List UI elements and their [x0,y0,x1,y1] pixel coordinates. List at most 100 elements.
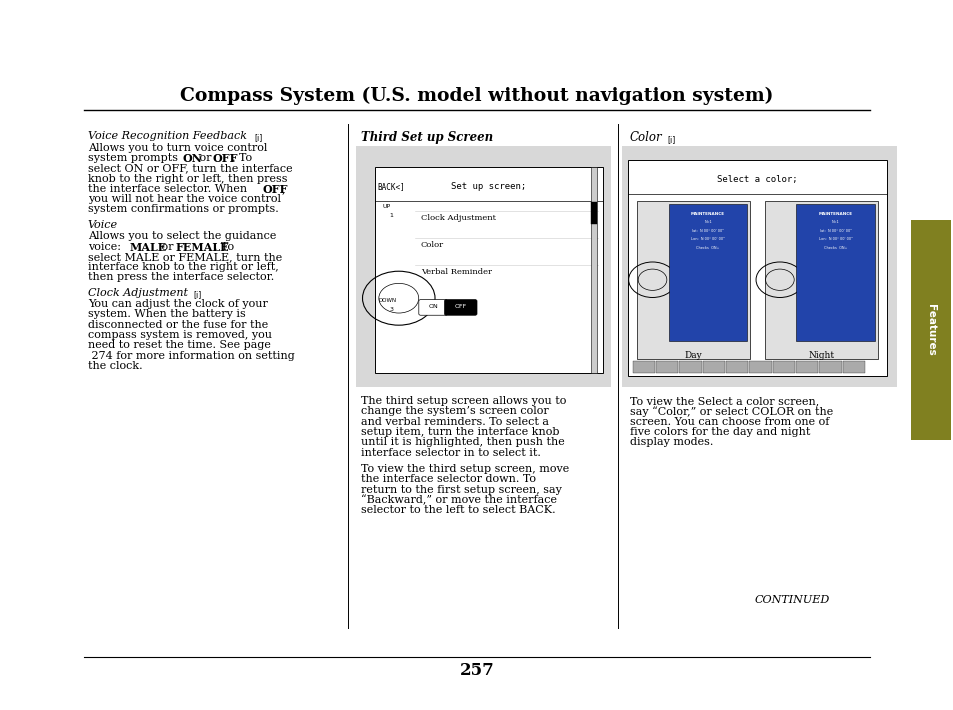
Text: need to reset the time. See page: need to reset the time. See page [88,340,271,350]
Text: return to the first setup screen, say: return to the first setup screen, say [360,485,561,495]
FancyBboxPatch shape [591,167,597,373]
FancyBboxPatch shape [748,361,771,373]
Text: UP: UP [382,204,391,209]
Text: 3: 3 [389,307,393,312]
Text: disconnected or the fuse for the: disconnected or the fuse for the [88,320,268,329]
Text: To view the third setup screen, move: To view the third setup screen, move [360,464,568,474]
Text: the interface selector down. To: the interface selector down. To [360,474,535,484]
Text: select MALE or FEMALE, turn the: select MALE or FEMALE, turn the [88,252,282,262]
Text: Checks  ON↓: Checks ON↓ [822,246,846,250]
Text: voice:: voice: [88,241,124,251]
Text: five colors for the day and night: five colors for the day and night [629,427,809,437]
Text: 274 for more information on setting: 274 for more information on setting [88,351,294,361]
Text: Clock Adjustment: Clock Adjustment [88,288,188,297]
FancyBboxPatch shape [772,361,794,373]
FancyBboxPatch shape [621,146,896,387]
Text: Lon:  N 00° 00' 00": Lon: N 00° 00' 00" [691,237,724,241]
Text: Day: Day [684,351,702,361]
Text: “Backward,” or move the interface: “Backward,” or move the interface [360,495,556,506]
Text: Third Set up Screen: Third Set up Screen [360,131,492,144]
Text: Verbal Reminder: Verbal Reminder [420,268,491,276]
Text: lat:  N 00° 00' 00": lat: N 00° 00' 00" [819,229,850,233]
Text: [i]: [i] [667,135,676,144]
Text: Voice Recognition Feedback: Voice Recognition Feedback [88,131,247,141]
Text: 1: 1 [389,213,393,218]
Text: or: or [158,241,177,251]
FancyBboxPatch shape [910,220,950,440]
Text: Allows you to turn voice control: Allows you to turn voice control [88,143,267,153]
FancyBboxPatch shape [637,201,749,359]
Text: 257: 257 [459,662,494,679]
Text: and verbal reminders. To select a: and verbal reminders. To select a [360,417,548,427]
Text: setup item, turn the interface knob: setup item, turn the interface knob [360,427,558,437]
FancyBboxPatch shape [795,361,818,373]
FancyBboxPatch shape [655,361,678,373]
Text: MAINTENANCE: MAINTENANCE [818,212,852,216]
Text: then press the interface selector.: then press the interface selector. [88,273,274,283]
Text: screen. You can choose from one of: screen. You can choose from one of [629,417,828,427]
Text: OFF: OFF [455,303,466,309]
Text: lat:  N 00° 00' 00": lat: N 00° 00' 00" [692,229,723,233]
Text: Select a color;: Select a color; [717,175,797,185]
Text: CONTINUED: CONTINUED [754,595,829,605]
Text: system prompts: system prompts [88,153,181,163]
FancyBboxPatch shape [355,146,610,387]
Text: change the system’s screen color: change the system’s screen color [360,406,548,417]
Text: OFF: OFF [262,184,288,195]
FancyBboxPatch shape [819,361,841,373]
FancyBboxPatch shape [444,300,476,315]
Text: N=1: N=1 [831,220,839,224]
FancyBboxPatch shape [418,300,447,315]
Text: ON: ON [182,153,202,164]
Text: The third setup screen allows you to: The third setup screen allows you to [360,396,565,406]
FancyBboxPatch shape [591,202,597,224]
Text: Checks  ON↓: Checks ON↓ [696,246,720,250]
Text: . To: . To [232,153,252,163]
Text: Night: Night [807,351,833,361]
FancyBboxPatch shape [763,201,877,359]
Text: say “Color,” or select COLOR on the: say “Color,” or select COLOR on the [629,406,832,417]
FancyBboxPatch shape [679,361,700,373]
Text: Set up screen;: Set up screen; [451,182,526,192]
Text: To view the Select a color screen,: To view the Select a color screen, [629,396,818,406]
Text: ON: ON [428,303,437,309]
Text: select ON or OFF, turn the interface: select ON or OFF, turn the interface [88,163,292,173]
FancyBboxPatch shape [841,361,864,373]
Text: Voice: Voice [88,220,118,230]
Text: Compass System (U.S. model without navigation system): Compass System (U.S. model without navig… [180,87,773,105]
Text: Lon:  N 00° 00' 00": Lon: N 00° 00' 00" [818,237,851,241]
Text: Clock Adjustment: Clock Adjustment [420,214,496,222]
Text: Color: Color [629,131,661,144]
Text: [i]: [i] [254,133,263,143]
Text: You can adjust the clock of your: You can adjust the clock of your [88,299,268,309]
Text: display modes.: display modes. [629,437,712,447]
FancyBboxPatch shape [627,160,886,376]
Text: BACK<]: BACK<] [377,182,405,192]
Text: MAINTENANCE: MAINTENANCE [690,212,724,216]
Text: knob to the right or left, then press: knob to the right or left, then press [88,173,287,184]
FancyBboxPatch shape [632,361,654,373]
Text: you will not hear the voice control: you will not hear the voice control [88,194,280,204]
FancyBboxPatch shape [375,167,602,373]
FancyBboxPatch shape [795,204,874,341]
Text: ,: , [281,184,285,194]
Text: MALE: MALE [130,241,167,253]
FancyBboxPatch shape [701,361,724,373]
Text: the clock.: the clock. [88,361,142,371]
Text: OFF: OFF [213,153,238,164]
Text: the interface selector. When: the interface selector. When [88,184,250,194]
Text: system confirmations or prompts.: system confirmations or prompts. [88,204,278,214]
Text: system. When the battery is: system. When the battery is [88,310,245,320]
FancyBboxPatch shape [725,361,747,373]
Text: Color: Color [420,241,443,249]
Text: compass system is removed, you: compass system is removed, you [88,330,272,340]
Text: or: or [195,153,214,163]
Text: [i]: [i] [193,290,202,299]
Text: . To: . To [213,241,233,251]
Text: interface knob to the right or left,: interface knob to the right or left, [88,262,278,272]
Text: DOWN: DOWN [378,298,396,303]
Text: Allows you to select the guidance: Allows you to select the guidance [88,231,275,241]
FancyBboxPatch shape [668,204,746,341]
Text: selector to the left to select BACK.: selector to the left to select BACK. [360,506,555,515]
Text: Features: Features [925,305,935,356]
